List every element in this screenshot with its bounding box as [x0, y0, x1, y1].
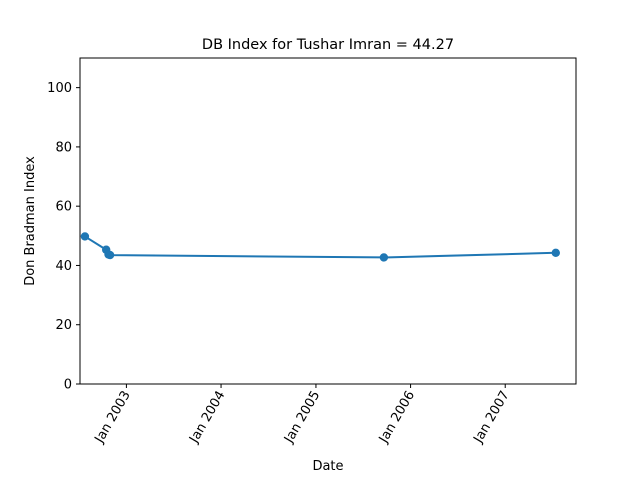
x-axis: Jan 2003 Jan 2004 Jan 2005 Jan 2006 Jan 2007 — [92, 384, 513, 446]
plot-area — [79, 57, 577, 385]
y-tick-label: 0 — [64, 378, 72, 393]
y-axis-label: Don Bradman Index — [23, 156, 38, 286]
y-tick-label: 60 — [55, 200, 72, 215]
data-point — [105, 250, 115, 260]
y-tick-label: 40 — [55, 259, 72, 274]
data-point — [80, 232, 90, 241]
y-axis: 0 20 40 60 80 100 — [47, 81, 80, 393]
y-tick-label: 80 — [55, 140, 72, 155]
y-tick-label: 20 — [55, 318, 72, 333]
x-axis-label: Date — [312, 459, 343, 474]
data-point — [379, 253, 389, 262]
data-point — [551, 248, 560, 257]
x-tick-label: Jan 2003 — [92, 389, 134, 447]
chart-title: DB Index for Tushar Imran = 44.27 — [202, 37, 454, 53]
y-tick-label: 100 — [47, 81, 72, 96]
x-tick-label: Jan 2006 — [376, 389, 418, 447]
x-tick-label: Jan 2005 — [281, 389, 323, 447]
x-tick-label: Jan 2004 — [186, 389, 228, 447]
x-tick-label: Jan 2007 — [471, 389, 513, 447]
series-layer — [80, 232, 560, 262]
